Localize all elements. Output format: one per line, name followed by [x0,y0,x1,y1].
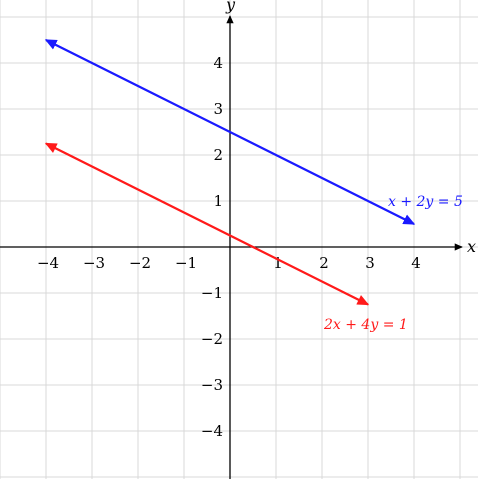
x-tick-label: −1 [175,254,197,272]
y-tick-label: 2 [213,146,223,164]
x-tick-label: −3 [83,254,105,272]
x-tick-label: −2 [129,254,151,272]
y-axis-label: y [225,0,236,14]
x-axis-label: x [467,237,476,256]
y-tick-label: 4 [213,54,223,72]
x-tick-label: 3 [365,254,375,272]
series-label-1: x + 2y = 5 [388,194,463,210]
y-tick-label: −2 [201,330,223,348]
x-tick-label: 2 [319,254,329,272]
y-tick-label: −1 [201,284,223,302]
series-label-2: 2x + 4y = 1 [323,317,408,333]
series-line-2 [44,142,370,306]
x-tick-label: 4 [411,254,421,272]
y-tick-label: −3 [201,376,223,394]
x-tick-label: −4 [37,254,59,272]
series-lines [44,39,416,306]
y-tick-label: 1 [213,192,223,210]
series-labels: x + 2y = 5 2x + 4y = 1 [323,194,463,333]
y-tick-label: −4 [201,422,223,440]
y-tick-label: 3 [213,100,223,118]
